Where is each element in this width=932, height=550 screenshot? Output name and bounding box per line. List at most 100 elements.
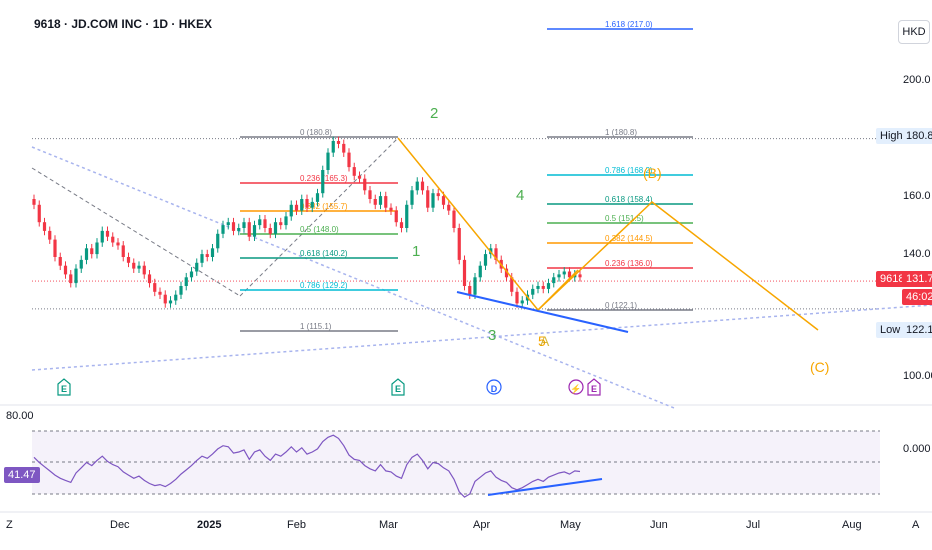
trendline-descending	[31, 146, 675, 409]
zoom-icon[interactable]: Z	[6, 519, 13, 531]
candle-body-32	[200, 254, 204, 263]
candle-body-68	[389, 207, 393, 211]
candle-body-21	[142, 265, 146, 275]
wave-label-2: 2	[430, 105, 438, 122]
candle-body-46	[273, 222, 278, 234]
date-label-feb: Feb	[287, 519, 306, 531]
candle-body-26	[168, 300, 173, 304]
candle-body-3	[48, 230, 52, 240]
low-value: 122.1	[902, 322, 932, 338]
candle-body-90	[504, 268, 509, 278]
wave-label-4: 4	[516, 187, 524, 204]
candle-body-84	[473, 277, 477, 295]
fib-right-label-2: 0.786 (168.2)	[605, 166, 653, 175]
high-value: 180.8	[902, 128, 932, 144]
candle-body-14	[105, 230, 110, 237]
symbol-tag: 9618	[876, 271, 909, 287]
fib-left-label-3: 0.5 (148.0)	[300, 225, 339, 234]
wave-label-1: 1	[412, 243, 420, 260]
candle-body-19	[132, 262, 136, 269]
candle-body-36	[221, 225, 225, 234]
candle-body-69	[394, 210, 398, 223]
date-label-dec: Dec	[110, 519, 130, 531]
candle-body-16	[116, 242, 120, 246]
candle-body-60	[347, 152, 351, 168]
wave-label-b: (B)	[643, 165, 662, 181]
candle-body-101	[562, 271, 566, 275]
candle-body-22	[147, 274, 152, 284]
candle-body-96	[536, 286, 540, 289]
price-tick-200: 200.0	[903, 74, 931, 86]
candle-body-49	[289, 204, 293, 217]
dividend-icon-glyph-2: D	[491, 384, 498, 394]
candle-body-28	[179, 286, 183, 295]
candle-body-30	[189, 271, 194, 278]
date-label-2025: 2025	[197, 519, 222, 531]
candle-body-58	[336, 141, 341, 144]
rsi-current-value: 41.47	[4, 467, 40, 483]
fib-right-label-6: 0.236 (136.0)	[605, 259, 653, 268]
price-tick-160: 160.0	[903, 190, 931, 202]
fib-left-label-0: 0 (180.8)	[300, 128, 332, 137]
candle-body-47	[279, 222, 283, 226]
auto-scale-icon[interactable]: A	[912, 519, 920, 531]
candle-body-83	[468, 286, 472, 295]
earnings-icon	[391, 378, 405, 396]
candle-body-93	[520, 300, 524, 304]
candle-body-8	[74, 268, 78, 284]
candle-body-74	[420, 181, 425, 191]
candle-body-7	[69, 274, 73, 284]
earnings-icon	[587, 378, 601, 396]
wave-label-c: (C)	[810, 359, 829, 375]
candle-body-67	[384, 196, 388, 208]
candle-body-81	[457, 228, 461, 260]
rsi-line	[33, 434, 581, 498]
candle-body-53	[310, 201, 314, 208]
candle-body-2	[42, 222, 47, 231]
candle-body-5	[58, 257, 62, 266]
candle-body-78	[441, 196, 446, 205]
wave-label-a: A	[540, 333, 550, 349]
candle-body-48	[284, 216, 288, 226]
candle-body-100	[557, 274, 561, 278]
candle-body-92	[515, 291, 519, 304]
candle-body-86	[483, 254, 488, 266]
candle-body-66	[378, 196, 383, 205]
candle-body-38	[231, 222, 236, 231]
candle-body-91	[510, 277, 514, 292]
candle-body-65	[373, 199, 377, 205]
candle-body-18	[126, 257, 131, 263]
candle-body-97	[541, 286, 545, 289]
support-trendline	[456, 291, 629, 333]
fib-left-label-6: 1 (115.1)	[300, 322, 332, 331]
wave-label-5: 5	[538, 333, 546, 349]
candle-body-45	[268, 228, 272, 234]
wave-current-leg	[537, 269, 579, 311]
earnings-icon-glyph-1: E	[395, 384, 401, 394]
fib-right-label-7: 0 (122.1)	[605, 301, 637, 310]
candle-body-34	[210, 248, 215, 257]
wave-projection-line	[397, 137, 819, 331]
candle-body-12	[95, 242, 99, 255]
candle-body-29	[184, 277, 188, 286]
date-label-aug: Aug	[842, 519, 862, 531]
candle-body-64	[368, 190, 372, 199]
candle-body-24	[158, 291, 162, 295]
candle-body-4	[53, 239, 57, 257]
date-label-jun: Jun	[650, 519, 668, 531]
candle-body-61	[352, 167, 356, 176]
candle-body-76	[431, 193, 435, 208]
currency-button[interactable]: HKD	[898, 20, 930, 44]
date-label-apr: Apr	[473, 519, 491, 531]
candle-body-80	[452, 210, 456, 228]
candle-body-44	[263, 219, 267, 228]
candle-body-99	[552, 277, 556, 284]
rsi-top-value: 80.00	[6, 410, 34, 422]
candle-body-6	[63, 265, 68, 275]
bar-countdown: 46:02	[902, 289, 932, 305]
rsi-divergence-line	[487, 478, 603, 496]
date-label-jul: Jul	[746, 519, 761, 531]
candle-body-9	[79, 259, 83, 269]
candle-body-52	[305, 199, 309, 208]
